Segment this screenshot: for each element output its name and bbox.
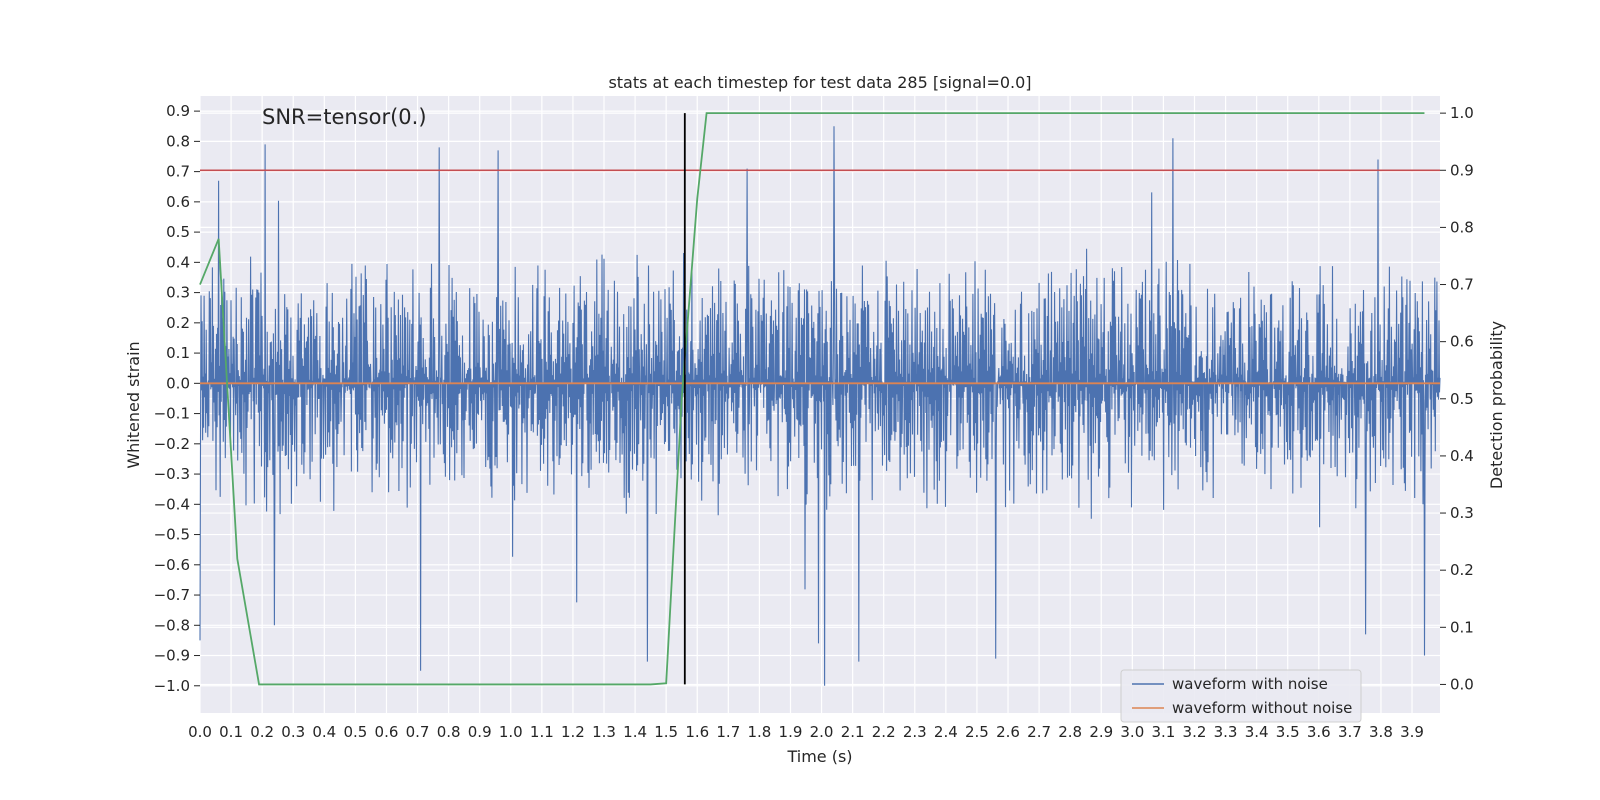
x-tick-label: 2.5: [965, 723, 989, 741]
series-waveform-with-noise: [199, 126, 1441, 686]
legend: waveform with noise waveform without noi…: [1120, 669, 1362, 723]
x-tick-label: 2.2: [872, 723, 896, 741]
chart-title: stats at each timestep for test data 285…: [608, 73, 1031, 92]
y-tick-label: −0.5: [154, 526, 190, 544]
x-tick-label: 2.6: [996, 723, 1020, 741]
x-tick-label: 2.4: [934, 723, 958, 741]
x-tick-label: 2.3: [903, 723, 927, 741]
y-tick-label: 0.7: [166, 163, 190, 181]
x-tick-label: 0.6: [375, 723, 399, 741]
x-tick-label: 3.4: [1245, 723, 1269, 741]
y-tick-label: −0.1: [154, 405, 190, 423]
series-detection-probability: [199, 112, 1425, 686]
legend-box: [1120, 669, 1362, 723]
x-tick-label: 0.2: [250, 723, 274, 741]
x-tick-label: 1.0: [499, 723, 523, 741]
y-axis-label: Whitened strain: [124, 341, 143, 468]
y-tick-label: 0.9: [166, 102, 190, 120]
y-tick-label: 0.3: [166, 284, 190, 302]
y-tick-label: −0.2: [154, 435, 190, 453]
x-tick-label: 1.1: [530, 723, 554, 741]
x-tick-label: 2.0: [810, 723, 834, 741]
y2-tick-label: 0.2: [1450, 561, 1474, 579]
snr-annotation: SNR=tensor(0.): [262, 105, 427, 129]
x-axis-label: Time (s): [786, 747, 852, 766]
series-layer: [199, 112, 1441, 686]
x-tick-label: 3.5: [1276, 723, 1300, 741]
x-tick-label: 0.0: [188, 723, 212, 741]
y-tick-label: 0.1: [166, 344, 190, 362]
y2-tick-label: 0.0: [1450, 675, 1474, 693]
y-tick-label: 0.2: [166, 314, 190, 332]
x-tick-label: 2.8: [1058, 723, 1082, 741]
x-tick-label: 0.5: [343, 723, 367, 741]
y-tick-label: −1.0: [154, 677, 190, 695]
y2-tick-label: 0.4: [1450, 447, 1474, 465]
legend-label-waveform-with-noise: waveform with noise: [1172, 675, 1328, 693]
legend-label-waveform-without-noise: waveform without noise: [1172, 699, 1352, 717]
y-axis-left: −1.0 −0.9 −0.8 −0.7 −0.6 −0.5 −0.4 −0.3 −0.2 −0.1…: [154, 102, 200, 695]
y2-tick-label: 0.8: [1450, 218, 1474, 236]
y-tick-label: 0.8: [166, 132, 190, 150]
y-tick-label: −0.3: [154, 465, 190, 483]
x-tick-label: 3.6: [1307, 723, 1331, 741]
y-tick-label: 0.0: [166, 374, 190, 392]
y-tick-label: −0.9: [154, 647, 190, 665]
y2-tick-label: 0.7: [1450, 276, 1474, 294]
y-tick-label: −0.4: [154, 495, 190, 513]
x-tick-label: 0.3: [281, 723, 305, 741]
y2-tick-label: 0.6: [1450, 333, 1474, 351]
x-tick-label: 1.3: [592, 723, 616, 741]
y2-tick-label: 0.9: [1450, 161, 1474, 179]
x-tick-label: 3.2: [1183, 723, 1207, 741]
y-tick-label: 0.6: [166, 193, 190, 211]
y-tick-label: −0.6: [154, 556, 190, 574]
x-tick-label: 3.3: [1214, 723, 1238, 741]
x-tick-label: 1.8: [747, 723, 771, 741]
x-tick-label: 0.7: [406, 723, 430, 741]
y2-tick-label: 0.5: [1450, 390, 1474, 408]
x-tick-label: 3.9: [1400, 723, 1424, 741]
x-tick-label: 1.5: [654, 723, 678, 741]
x-tick-label: 2.7: [1027, 723, 1051, 741]
y-tick-label: −0.7: [154, 586, 190, 604]
x-tick-label: 0.9: [468, 723, 492, 741]
x-tick-label: 0.8: [437, 723, 461, 741]
x-tick-label: 1.6: [685, 723, 709, 741]
x-tick-label: 1.2: [561, 723, 585, 741]
y-tick-label: −0.8: [154, 616, 190, 634]
x-tick-label: 3.0: [1120, 723, 1144, 741]
x-tick-label: 2.9: [1089, 723, 1113, 741]
x-axis: 0.0 0.1 0.2 0.3 0.4 0.5 0.6 0.7 0.8 0.9 1.0 1.1 1.2 1…: [188, 723, 1424, 741]
y2-tick-label: 0.3: [1450, 504, 1474, 522]
x-tick-label: 0.4: [312, 723, 336, 741]
x-tick-label: 2.1: [841, 723, 865, 741]
y-tick-label: 0.4: [166, 253, 190, 271]
y2-axis-label: Detection probability: [1487, 321, 1506, 489]
y-tick-label: 0.5: [166, 223, 190, 241]
y-axis-right: 0.0 0.1 0.2 0.3 0.4 0.5 0.6 0.7 0.8 0.9 1.0: [1440, 104, 1474, 693]
x-tick-label: 1.9: [779, 723, 803, 741]
x-tick-label: 0.1: [219, 723, 243, 741]
x-tick-label: 3.8: [1369, 723, 1393, 741]
x-tick-label: 3.7: [1338, 723, 1362, 741]
x-tick-label: 1.4: [623, 723, 647, 741]
y2-tick-label: 0.1: [1450, 618, 1474, 636]
x-tick-label: 3.1: [1151, 723, 1175, 741]
y2-tick-label: 1.0: [1450, 104, 1474, 122]
x-tick-label: 1.7: [716, 723, 740, 741]
